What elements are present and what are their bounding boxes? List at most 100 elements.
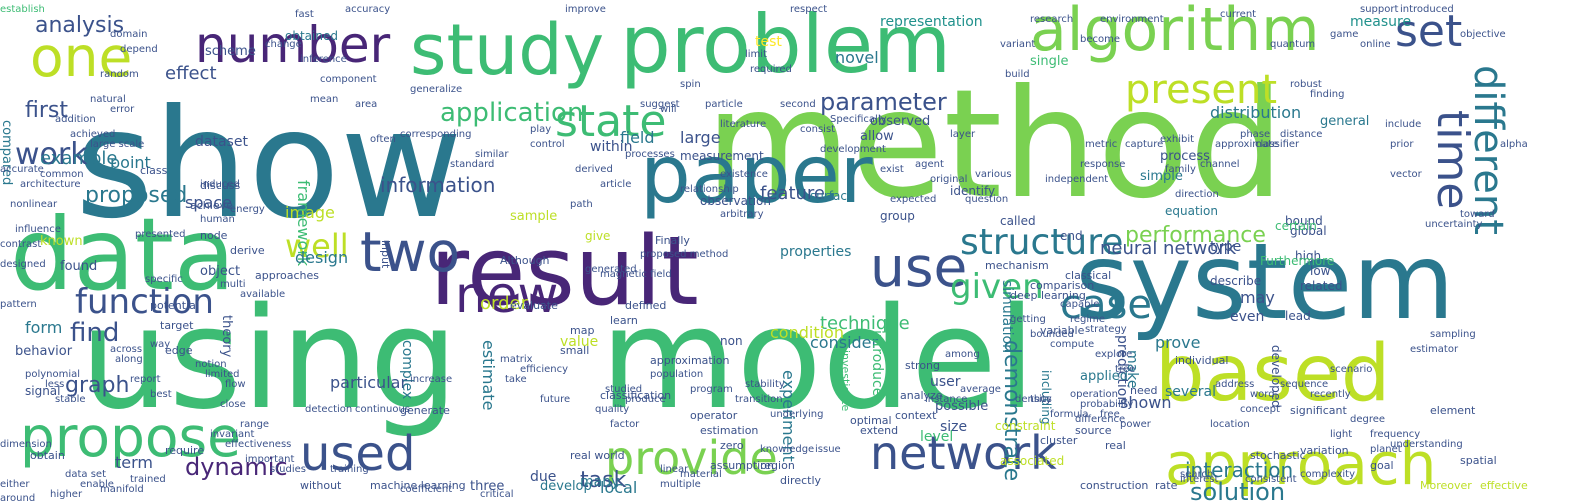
cloud-word-map: map: [570, 324, 595, 337]
cloud-word-shown: shown: [1120, 393, 1172, 412]
cloud-word-structure: structure: [960, 222, 1124, 263]
cloud-word-critical: critical: [480, 489, 514, 500]
cloud-word-show: show: [75, 78, 463, 252]
cloud-word-processes: processes: [625, 149, 675, 160]
cloud-word-compared: compared: [0, 120, 14, 186]
cloud-word-provide: provide: [605, 431, 778, 485]
cloud-word-allow: allow: [860, 129, 894, 144]
cloud-word-scheme: scheme: [205, 44, 256, 59]
cloud-word-equation: equation: [1165, 204, 1218, 218]
cloud-word-give: give: [585, 229, 611, 243]
cloud-word-constraint: constraint: [995, 419, 1056, 433]
cloud-word-global: global: [1290, 224, 1327, 238]
cloud-word-several: several: [1165, 384, 1217, 400]
cloud-word-solution: solution: [1190, 478, 1286, 504]
cloud-word-although: Although: [500, 254, 550, 267]
cloud-word-frequency: frequency: [1370, 429, 1421, 440]
cloud-word-sequence: sequence: [1280, 379, 1329, 390]
cloud-word-task: task: [580, 468, 627, 493]
cloud-word-effectiveness: effectiveness: [225, 439, 292, 450]
cloud-word-establish: establish: [0, 4, 45, 15]
cloud-word-limit: limit: [745, 49, 767, 60]
cloud-word-important: important: [245, 454, 295, 465]
cloud-word-neural-network: neural network: [1100, 238, 1237, 259]
cloud-word-sampling: sampling: [1430, 329, 1476, 340]
cloud-word-pattern: pattern: [0, 299, 37, 310]
cloud-word-across: across: [110, 344, 143, 355]
cloud-word-question: question: [965, 194, 1009, 205]
cloud-word-distribution: distribution: [1210, 103, 1302, 122]
cloud-word-novel: novel: [835, 48, 879, 67]
cloud-word-multi: multi: [220, 279, 246, 290]
cloud-word-report: report: [130, 374, 161, 385]
cloud-word-architecture: architecture: [20, 179, 81, 190]
cloud-word-average: average: [960, 384, 1001, 395]
cloud-word-proposed: proposed: [85, 183, 188, 208]
cloud-word-fast: fast: [295, 9, 314, 20]
cloud-word-mechanism: mechanism: [985, 259, 1049, 272]
cloud-word-particular: particular: [330, 373, 408, 392]
cloud-word-change: change: [265, 39, 302, 50]
cloud-word-existence: existence: [720, 169, 768, 180]
cloud-word-common: common: [40, 169, 84, 180]
cloud-word-classical: classical: [1065, 269, 1112, 282]
cloud-word-approximation: approximation: [650, 354, 730, 367]
cloud-word-support: support: [1360, 4, 1399, 15]
cloud-word-population: population: [650, 369, 704, 380]
cloud-word-way: way: [150, 339, 171, 350]
cloud-word-model: model: [600, 278, 1036, 441]
cloud-word-magnetic-field: magnetic field: [600, 269, 672, 280]
cloud-word-similar: similar: [475, 149, 509, 160]
cloud-word-metric: metric: [1085, 139, 1118, 150]
cloud-word-non: non: [720, 334, 743, 348]
cloud-word-variable: variable: [1040, 324, 1085, 337]
cloud-word-prior: prior: [1390, 139, 1414, 150]
cloud-word-online: online: [1360, 39, 1391, 50]
cloud-word-channel: channel: [1200, 159, 1240, 170]
cloud-word-generate: generate: [400, 404, 450, 417]
cloud-word-significant: significant: [1290, 404, 1347, 417]
cloud-word-edge: edge: [165, 344, 193, 357]
cloud-word-various: various: [975, 169, 1012, 180]
cloud-word-type: type: [1210, 239, 1242, 255]
cloud-word-consistent: consistent: [1245, 474, 1297, 485]
cloud-word-representation: representation: [880, 14, 983, 30]
cloud-word-achieve: achieve: [190, 199, 233, 212]
cloud-word-generated: generated: [585, 264, 637, 275]
cloud-word-address: address: [1215, 379, 1255, 390]
cloud-word-need: need: [1130, 384, 1158, 397]
cloud-word-approaches: approaches: [255, 269, 319, 282]
cloud-word-difference: difference: [1075, 414, 1126, 425]
cloud-word-higher: higher: [50, 489, 83, 500]
cloud-word-construction: construction: [1080, 479, 1149, 492]
cloud-word-direction: direction: [1175, 189, 1219, 200]
cloud-word-three: three: [470, 479, 505, 494]
cloud-word-natural: natural: [90, 94, 126, 105]
cloud-word-algorithm: algorithm: [1030, 0, 1320, 65]
cloud-word-due: due: [530, 469, 557, 485]
cloud-word-theory: theory: [219, 315, 234, 358]
cloud-word-knowledge: knowledge: [760, 444, 815, 455]
cloud-word-assumption: assumption: [710, 459, 774, 472]
cloud-word-influence: influence: [15, 224, 61, 235]
cloud-word-available: available: [240, 289, 286, 300]
cloud-word-understanding: understanding: [1390, 439, 1463, 450]
cloud-word-estimator: estimator: [1410, 344, 1459, 355]
cloud-word-tree: tree: [1115, 364, 1136, 375]
cloud-word-strong: strong: [905, 359, 941, 372]
cloud-word-among: among: [945, 349, 980, 360]
cloud-word-within: within: [590, 139, 633, 155]
cloud-word-include: include: [1385, 119, 1422, 130]
cloud-word-optimal: optimal: [850, 414, 892, 427]
cloud-word-control: control: [530, 139, 565, 150]
cloud-word-original: original: [930, 174, 968, 185]
cloud-word-certain: certain: [1275, 219, 1317, 233]
cloud-word-issue: issue: [815, 444, 841, 455]
cloud-word-power: power: [1120, 419, 1151, 430]
cloud-word-form: form: [25, 318, 63, 337]
cloud-word-consider: consider: [810, 333, 879, 352]
cloud-word-called: called: [1000, 214, 1036, 228]
cloud-word-probability: probability: [1080, 399, 1134, 410]
cloud-word-standard: standard: [450, 159, 495, 170]
cloud-word-proposed-method: proposed method: [640, 249, 729, 260]
